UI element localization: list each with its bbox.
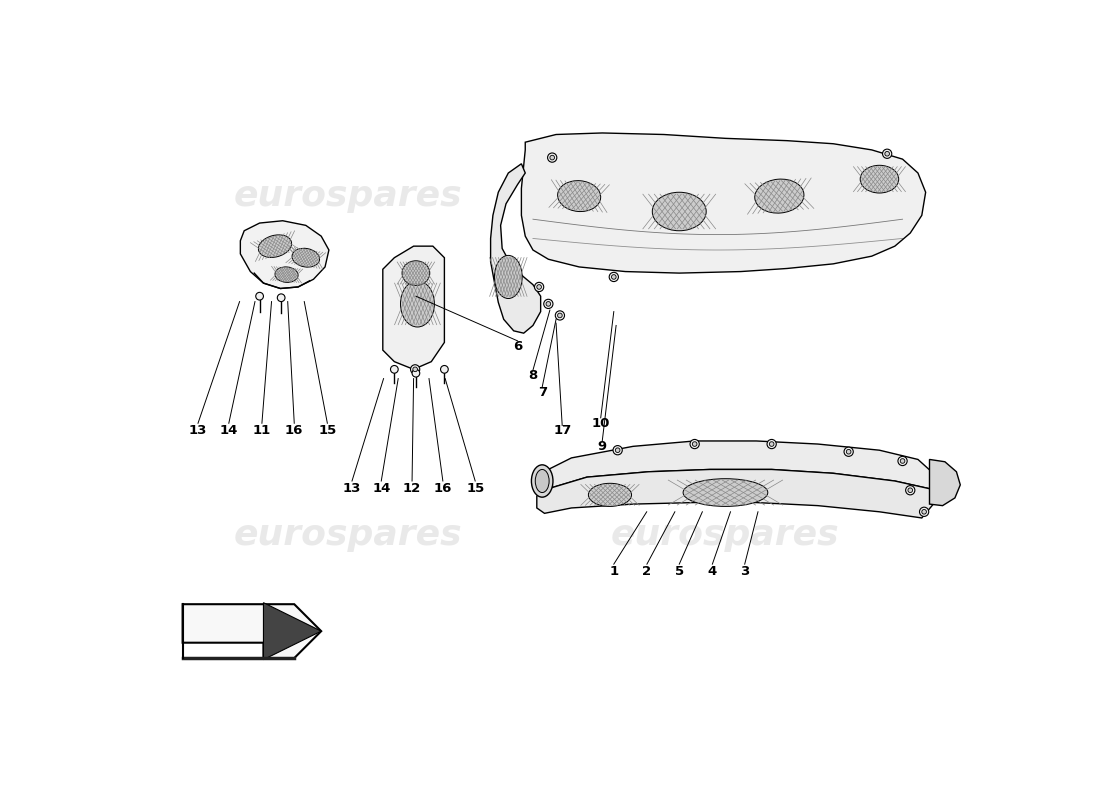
Text: eurospares: eurospares bbox=[612, 179, 839, 213]
Text: 14: 14 bbox=[372, 482, 390, 495]
Circle shape bbox=[900, 458, 905, 463]
Circle shape bbox=[609, 272, 618, 282]
Circle shape bbox=[543, 299, 553, 309]
Text: 7: 7 bbox=[538, 386, 547, 399]
Ellipse shape bbox=[755, 179, 804, 213]
Text: 8: 8 bbox=[528, 369, 538, 382]
Circle shape bbox=[613, 446, 623, 455]
Circle shape bbox=[277, 294, 285, 302]
Text: 12: 12 bbox=[403, 482, 421, 495]
Circle shape bbox=[255, 292, 264, 300]
Circle shape bbox=[535, 282, 543, 291]
Circle shape bbox=[898, 456, 907, 466]
Ellipse shape bbox=[400, 281, 434, 327]
Polygon shape bbox=[537, 470, 933, 518]
Polygon shape bbox=[264, 602, 321, 660]
Polygon shape bbox=[241, 221, 329, 289]
Text: 15: 15 bbox=[318, 425, 337, 438]
Ellipse shape bbox=[258, 235, 292, 258]
Circle shape bbox=[558, 313, 562, 318]
Ellipse shape bbox=[531, 465, 553, 497]
Circle shape bbox=[846, 450, 851, 454]
Text: 14: 14 bbox=[220, 425, 238, 438]
Text: 6: 6 bbox=[513, 340, 522, 353]
Circle shape bbox=[769, 442, 774, 446]
Circle shape bbox=[440, 366, 449, 373]
Circle shape bbox=[690, 439, 700, 449]
Text: 5: 5 bbox=[674, 566, 684, 578]
Circle shape bbox=[548, 153, 557, 162]
Circle shape bbox=[612, 274, 616, 279]
Circle shape bbox=[412, 367, 418, 372]
Text: 2: 2 bbox=[642, 566, 651, 578]
Polygon shape bbox=[521, 133, 926, 273]
Circle shape bbox=[884, 151, 890, 156]
Polygon shape bbox=[383, 246, 444, 370]
Text: 10: 10 bbox=[592, 417, 609, 430]
Polygon shape bbox=[491, 164, 541, 333]
Ellipse shape bbox=[275, 267, 298, 282]
Circle shape bbox=[844, 447, 854, 456]
Text: 9: 9 bbox=[597, 440, 607, 453]
Text: 17: 17 bbox=[553, 425, 571, 438]
Text: 16: 16 bbox=[433, 482, 452, 495]
Ellipse shape bbox=[293, 248, 319, 267]
Circle shape bbox=[556, 311, 564, 320]
Circle shape bbox=[908, 488, 913, 493]
Text: 16: 16 bbox=[285, 425, 304, 438]
Polygon shape bbox=[541, 441, 933, 489]
Ellipse shape bbox=[536, 470, 549, 493]
Circle shape bbox=[922, 510, 926, 514]
Text: eurospares: eurospares bbox=[234, 179, 462, 213]
Ellipse shape bbox=[860, 166, 899, 193]
Ellipse shape bbox=[683, 478, 768, 506]
Text: 13: 13 bbox=[343, 482, 361, 495]
Polygon shape bbox=[183, 604, 321, 658]
Circle shape bbox=[920, 507, 928, 517]
Circle shape bbox=[412, 370, 420, 377]
Ellipse shape bbox=[652, 192, 706, 230]
Text: 3: 3 bbox=[740, 566, 749, 578]
Text: 4: 4 bbox=[707, 566, 717, 578]
Text: 13: 13 bbox=[189, 425, 207, 438]
Circle shape bbox=[882, 149, 892, 158]
Circle shape bbox=[410, 365, 420, 374]
Text: 1: 1 bbox=[609, 566, 618, 578]
Circle shape bbox=[767, 439, 777, 449]
Ellipse shape bbox=[558, 181, 601, 211]
Circle shape bbox=[615, 448, 620, 453]
Ellipse shape bbox=[588, 483, 631, 506]
Circle shape bbox=[550, 155, 554, 160]
Polygon shape bbox=[930, 459, 960, 506]
Text: 15: 15 bbox=[466, 482, 484, 495]
Ellipse shape bbox=[495, 255, 522, 298]
Ellipse shape bbox=[403, 261, 430, 286]
Text: 11: 11 bbox=[253, 425, 271, 438]
Circle shape bbox=[692, 442, 697, 446]
Text: eurospares: eurospares bbox=[234, 518, 462, 552]
Circle shape bbox=[537, 285, 541, 290]
Circle shape bbox=[905, 486, 915, 495]
Circle shape bbox=[546, 302, 551, 306]
Text: eurospares: eurospares bbox=[612, 518, 839, 552]
Circle shape bbox=[390, 366, 398, 373]
